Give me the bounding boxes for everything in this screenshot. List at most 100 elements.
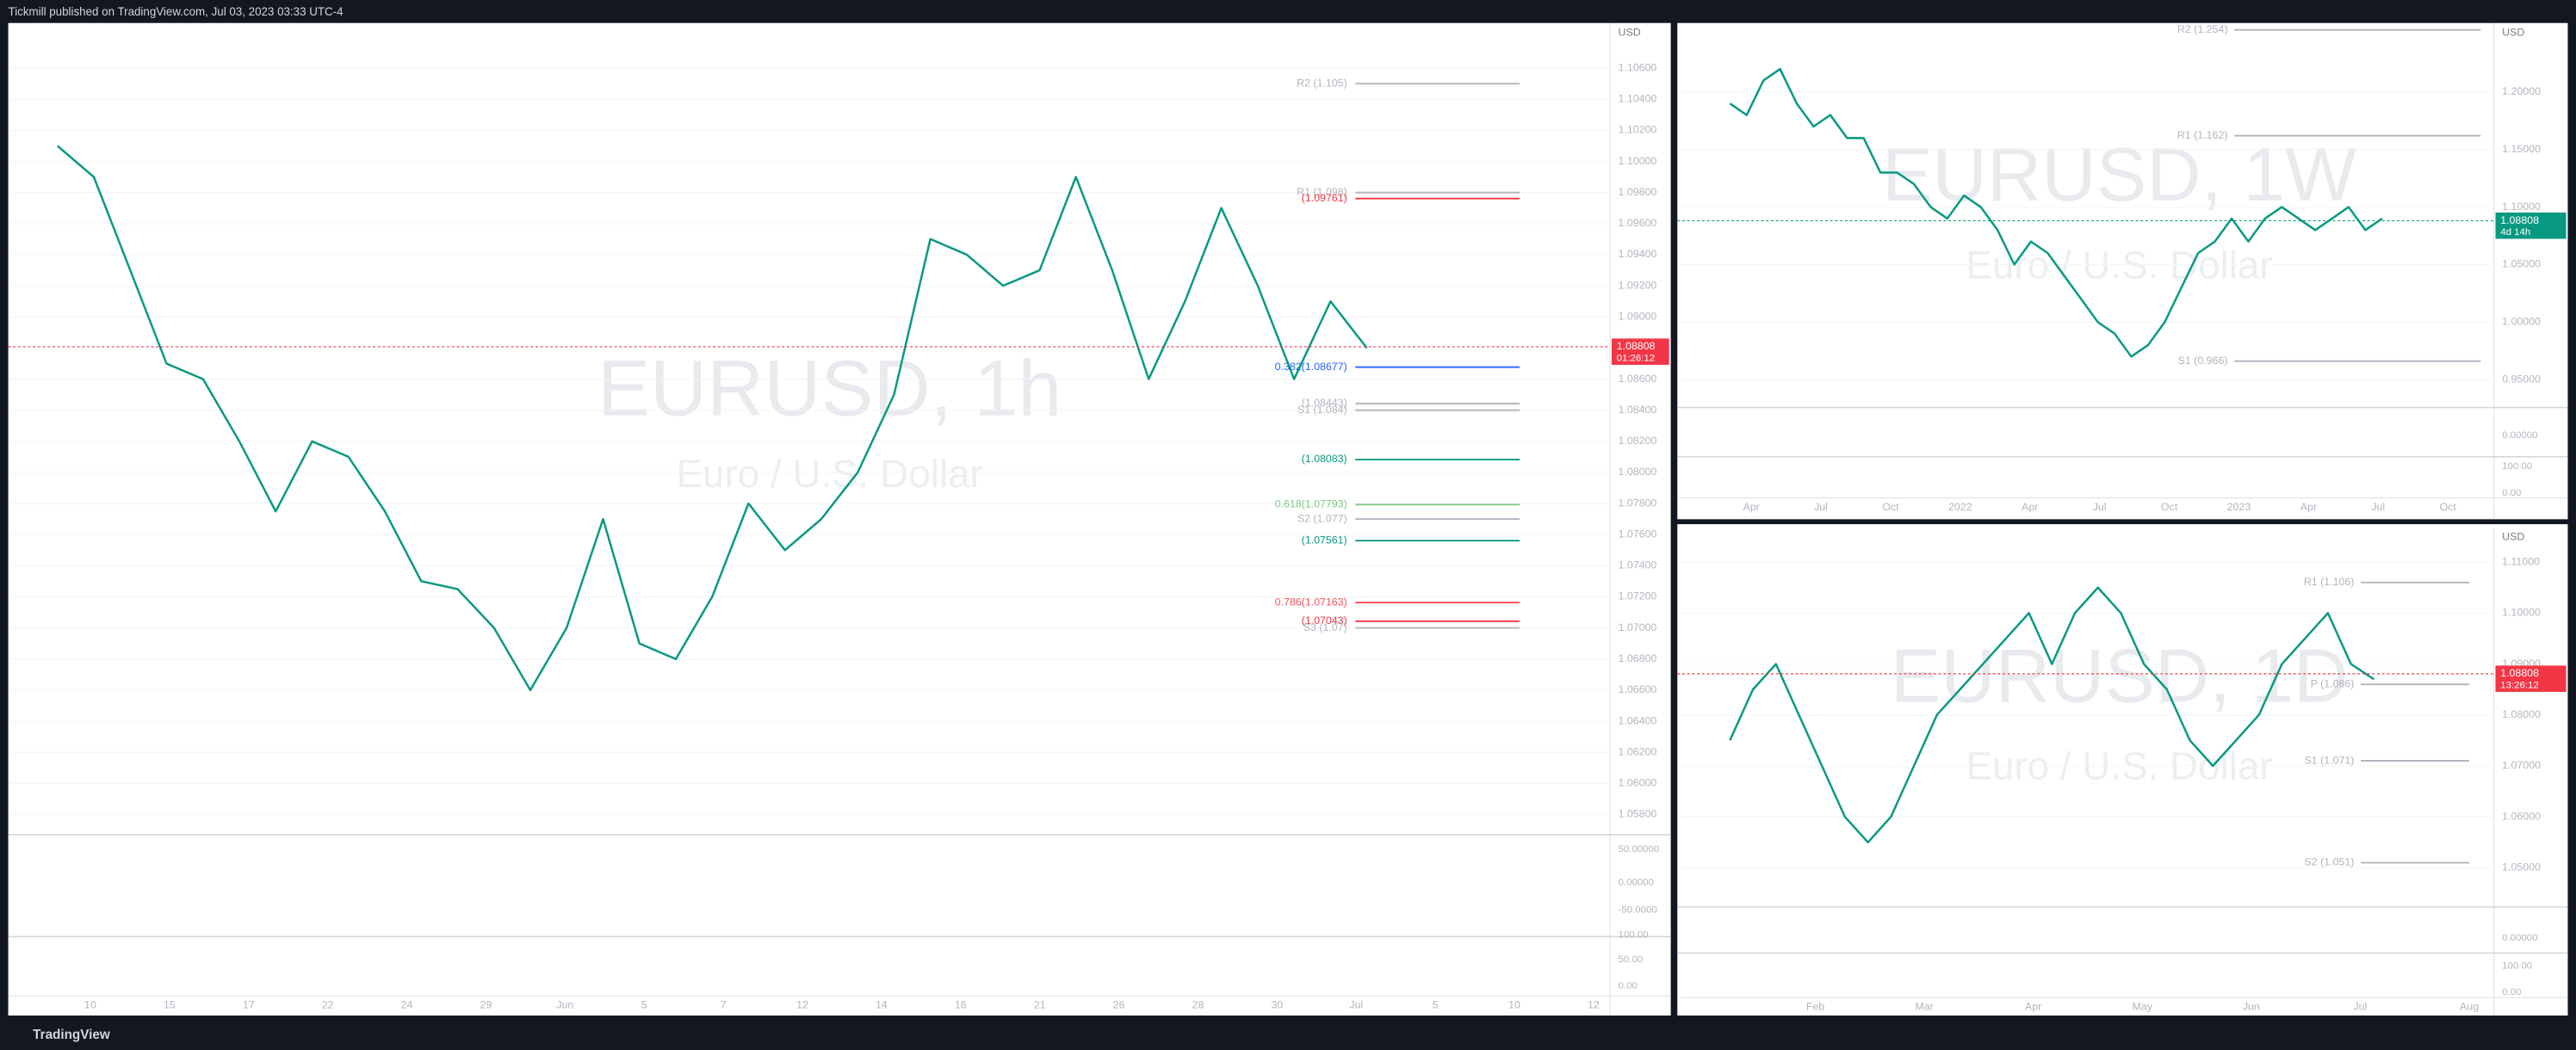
price-tick-label: 0.95000 (2502, 373, 2541, 385)
price-tick-label: 1.08200 (1619, 435, 1657, 447)
level-label: (1.07043) (1302, 615, 1347, 627)
panels: EURUSD, 1h Euro / U.S. Dollar USD 1.10600 1.… (8, 22, 2568, 1016)
time-label: 24 (401, 999, 413, 1011)
time-label: 10 (1508, 999, 1520, 1011)
time-label: 15 (164, 999, 176, 1011)
price-tick-label: 1.09000 (1619, 310, 1657, 322)
price-tick-label: 1.20000 (2502, 85, 2541, 97)
level-label: R2 (1.105) (1297, 77, 1347, 89)
level-label: R1 (1.098) (1297, 186, 1347, 198)
level-label: P (1.086) (2311, 677, 2355, 689)
price-tick-label: 1.07800 (1619, 497, 1657, 509)
indicator-label: -50.0000 (1619, 905, 1657, 916)
last-price-label: 1.08808 (1617, 340, 1656, 352)
price-tick-label: 1.10000 (2502, 201, 2541, 213)
price-line (56, 145, 1368, 692)
time-label: 30 (1271, 999, 1283, 1011)
price-tick-label: 1.06400 (1619, 714, 1657, 726)
time-label: 22 (322, 999, 334, 1011)
countdown-label: 01:26:12 (1617, 353, 1656, 363)
time-label: 26 (1113, 999, 1125, 1011)
panel-daily (1677, 524, 2568, 1016)
time-label: Aug (2460, 1001, 2479, 1013)
watermark: EURUSD, 1W (1882, 133, 2356, 217)
price-tick-label: 1.07000 (2502, 759, 2541, 771)
level-label: S1 (0.966) (2178, 355, 2228, 367)
price-tick-label: 1.06200 (1619, 745, 1657, 757)
currency-label: USD (2502, 531, 2524, 543)
price-tick-label: 1.06600 (1619, 683, 1657, 695)
level-label: (1.08443) (1302, 397, 1347, 409)
price-tick-label: 1.08400 (1619, 404, 1657, 416)
countdown-label: 13:26:12 (2500, 680, 2539, 690)
indicator-label: 100.00 (2502, 961, 2532, 972)
price-tick-label: 1.06000 (1619, 777, 1657, 789)
time-label: Apr (1743, 501, 1759, 513)
time-label: 12 (796, 999, 808, 1011)
time-label: 16 (955, 999, 967, 1011)
time-label: 28 (1192, 999, 1204, 1011)
last-price-tag (1611, 338, 1669, 365)
price-line (1729, 67, 2383, 358)
time-label: Oct (2161, 501, 2178, 513)
indicator-label: 0.00000 (1619, 877, 1654, 887)
price-tick-label: 1.10200 (1619, 124, 1657, 136)
time-label: 5 (641, 999, 647, 1011)
price-tick-label: 1.09800 (1619, 186, 1657, 198)
price-tick-label: 1.09400 (1619, 248, 1657, 260)
indicator-label: 0.00 (2502, 987, 2521, 998)
indicator-label: 0.00 (1619, 981, 1638, 991)
last-price-label: 1.08808 (2500, 667, 2539, 679)
header-text: Tickmill published on TradingView.com, J… (9, 5, 344, 18)
time-label: Jul (2093, 501, 2107, 513)
level-label: 0.618(1.07793) (1275, 498, 1347, 510)
currency-label: USD (2502, 26, 2524, 38)
time-label: Apr (2022, 501, 2038, 513)
panel-weekly (1677, 22, 2568, 520)
price-tick-label: 1.00000 (2502, 315, 2541, 327)
level-label: (1.08083) (1302, 453, 1347, 465)
price-tick-label: 1.08000 (1619, 466, 1657, 478)
price-tick-label: 1.05800 (1619, 808, 1657, 820)
time-label: 10 (84, 999, 96, 1011)
indicator-label: 0.00000 (2502, 933, 2537, 943)
price-tick-label: 1.10400 (1619, 93, 1657, 105)
time-label: Oct (1882, 501, 1899, 513)
time-label: Jul (2353, 1001, 2367, 1013)
watermark: EURUSD, 1h (598, 344, 1062, 432)
level-label: R2 (1.254) (2177, 23, 2228, 35)
price-tick-label: 1.07400 (1619, 559, 1657, 571)
time-label: May (2133, 1001, 2153, 1013)
time-label: Jul (1814, 501, 1828, 513)
time-label: Jul (1349, 999, 1363, 1011)
price-tick-label: 1.07600 (1619, 528, 1657, 540)
last-price-tag (2495, 212, 2567, 239)
level-label: S3 (1.07) (1303, 621, 1347, 633)
time-label: 29 (480, 999, 492, 1011)
time-label: Jul (2371, 501, 2385, 513)
price-tick-label: 1.09600 (1619, 217, 1657, 229)
price-tick-label: 1.09200 (1619, 279, 1657, 291)
price-tick-label: 1.10000 (2502, 607, 2541, 619)
time-label: 21 (1034, 999, 1046, 1011)
indicator-label: 0.00000 (2502, 430, 2537, 441)
price-tick-label: 1.06800 (1619, 652, 1657, 664)
time-label: 17 (243, 999, 255, 1011)
level-label: 0.382(1.08677) (1275, 361, 1347, 373)
level-label: S2 (1.051) (2305, 856, 2355, 868)
level-label: S2 (1.077) (1297, 512, 1347, 524)
time-label: Jun (556, 999, 573, 1011)
price-tick-label: 1.08000 (2502, 708, 2541, 720)
price-tick-label: 1.10600 (1619, 61, 1657, 73)
level-label: R1 (1.106) (2304, 576, 2355, 588)
indicator-label: 50.00000 (1619, 844, 1660, 855)
price-tick-label: 1.15000 (2502, 143, 2541, 155)
price-line (1729, 586, 2375, 843)
time-label: 2023 (2227, 501, 2251, 513)
price-tick-label: 1.08600 (1619, 373, 1657, 385)
price-tick-label: 1.05000 (2502, 258, 2541, 270)
time-label: Apr (2025, 1001, 2041, 1013)
price-tick-label: 1.11000 (2502, 555, 2540, 567)
level-label: (1.07561) (1302, 534, 1347, 546)
